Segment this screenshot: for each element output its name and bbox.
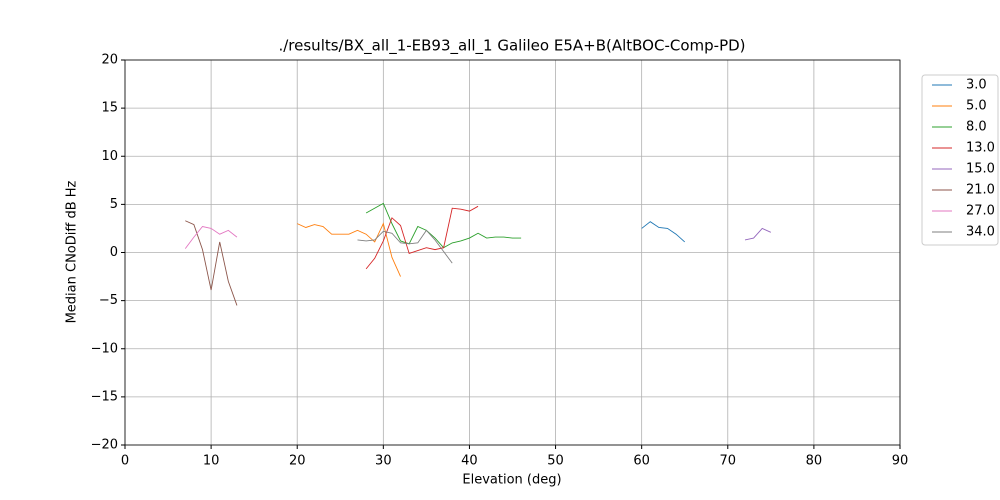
x-tick-label: 70	[720, 454, 737, 469]
data-line	[641, 221, 686, 243]
legend-label: 34.0	[966, 225, 995, 240]
data-line	[297, 222, 401, 277]
x-tick-label: 0	[121, 454, 129, 469]
plot-frame	[124, 59, 901, 446]
legend-label: 27.0	[966, 204, 995, 219]
data-line	[365, 205, 479, 270]
legend-label: 21.0	[966, 183, 995, 198]
legend-label: 8.0	[966, 120, 987, 135]
x-tick-label: 80	[806, 454, 823, 469]
y-tick-label: −20	[91, 438, 118, 453]
x-tick-label: 50	[547, 454, 564, 469]
data-line	[365, 202, 522, 249]
x-tick-label: 20	[289, 454, 306, 469]
x-tick-label: 60	[633, 454, 650, 469]
legend-label: 3.0	[966, 78, 987, 93]
y-tick-label: −15	[91, 389, 118, 404]
data-line	[357, 229, 453, 264]
x-tick-label: 30	[375, 454, 392, 469]
y-tick-label: −10	[91, 341, 118, 356]
y-tick-label: 15	[101, 101, 118, 116]
x-axis-label: Elevation (deg)	[462, 473, 561, 488]
y-tick-label: 0	[110, 245, 118, 260]
x-tick-label: 40	[461, 454, 478, 469]
data-line	[744, 227, 772, 241]
legend-label: 13.0	[966, 141, 995, 156]
y-axis-label: Median CNoDiff dB Hz	[65, 180, 80, 323]
y-tick-label: 5	[110, 197, 118, 212]
x-tick-label: 90	[892, 454, 909, 469]
data-line	[184, 226, 238, 249]
y-tick-label: 10	[101, 149, 118, 164]
y-tick-label: 20	[101, 53, 118, 68]
legend-box	[921, 74, 999, 246]
chart-title: ./results/BX_all_1-EB93_all_1 Galileo E5…	[278, 37, 745, 56]
legend-label: 5.0	[966, 99, 987, 114]
legend-label: 15.0	[966, 162, 995, 177]
x-tick-label: 10	[203, 454, 220, 469]
y-tick-label: −5	[99, 293, 118, 308]
data-line	[185, 220, 238, 306]
